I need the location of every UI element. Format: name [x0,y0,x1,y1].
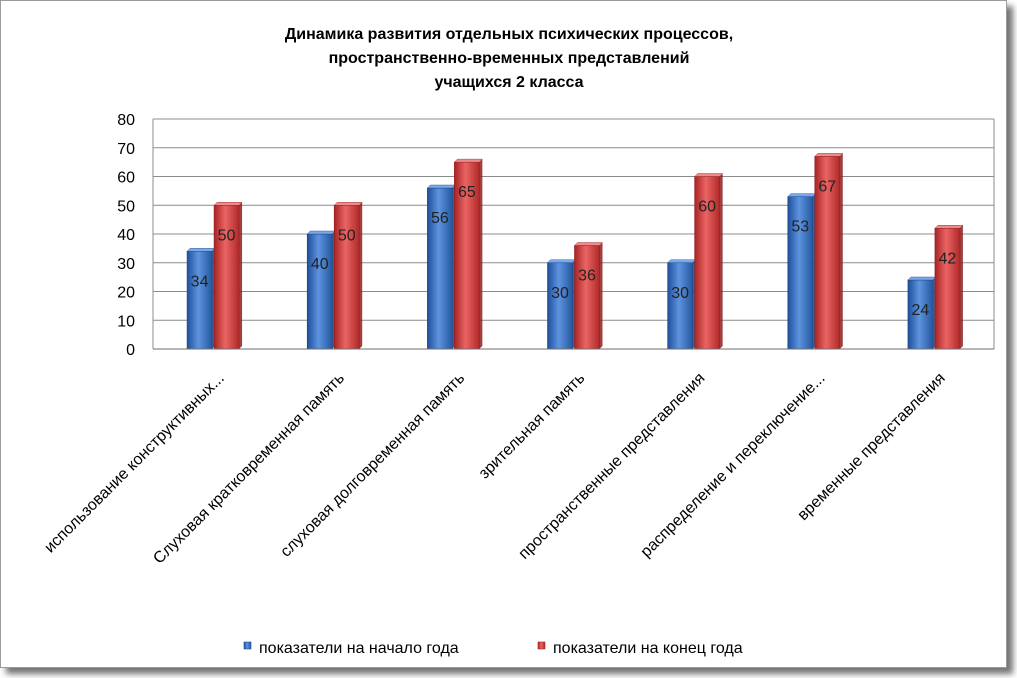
bar-start-5 [787,193,817,350]
legend-label-start: показатели на начало года [259,640,459,657]
legend-swatch-start [243,641,252,650]
chart-title-line-1: Динамика развития отдельных психических … [285,26,733,43]
category-label: временные представления [795,370,949,524]
bars [186,153,964,350]
data-label: 50 [218,227,236,244]
category-labels: использование конструктивных...Слуховая … [41,370,948,568]
data-label: 40 [311,256,329,273]
category-label: распределение и переключение... [638,370,829,561]
data-labels: 34 50 40 50 56 65 30 36 30 60 53 67 24 42 [191,178,957,319]
bar-end-1 [333,202,363,350]
legend-label-end: показатели на конец года [553,640,743,657]
bar-end-6 [934,225,964,350]
y-axis-ticks: 0 10 20 30 40 50 60 70 80 [117,112,135,359]
data-label: 67 [818,178,836,195]
y-tick-label: 40 [117,227,135,244]
data-label: 30 [551,285,569,302]
data-label: 34 [191,273,209,290]
category-label: зрительная память [476,370,588,482]
y-tick-label: 30 [117,256,135,273]
category-label: пространственные представления [516,370,709,563]
bar-end-5 [814,153,844,350]
chart-title: Динамика развития отдельных психических … [285,26,733,91]
data-label: 56 [431,210,449,227]
bar-start-2 [426,184,456,350]
data-label: 42 [939,250,957,267]
bar-start-0 [186,248,216,350]
legend: показатели на начало года показатели на … [243,640,743,657]
y-tick-label: 70 [117,141,135,158]
bar-end-3 [574,242,603,350]
y-tick-label: 50 [117,198,135,215]
chart-title-line-2: пространственно-временных представлений [329,50,690,67]
data-label: 36 [578,268,596,285]
y-tick-label: 10 [117,313,135,330]
bar-end-2 [453,158,483,350]
data-label: 50 [338,227,356,244]
chart-frame: Динамика развития отдельных психических … [0,0,1007,668]
category-label: Слуховая кратковременная память [150,370,348,568]
bar-start-3 [547,259,576,350]
data-label: 65 [458,184,476,201]
legend-swatch-end [537,641,546,650]
axes [152,119,995,350]
bar-start-1 [306,230,336,350]
data-label: 60 [698,199,716,216]
data-label: 24 [912,302,930,319]
chart-title-line-3: учащихся 2 класса [434,74,583,91]
bar-start-4 [667,259,697,350]
y-tick-label: 80 [117,112,135,129]
bar-chart: Динамика развития отдельных психических … [41,26,995,657]
bar-end-0 [213,202,243,350]
y-tick-label: 20 [117,285,135,302]
y-tick-label: 0 [126,342,135,359]
data-label: 30 [671,285,689,302]
data-label: 53 [791,219,809,236]
y-tick-label: 60 [117,170,135,187]
